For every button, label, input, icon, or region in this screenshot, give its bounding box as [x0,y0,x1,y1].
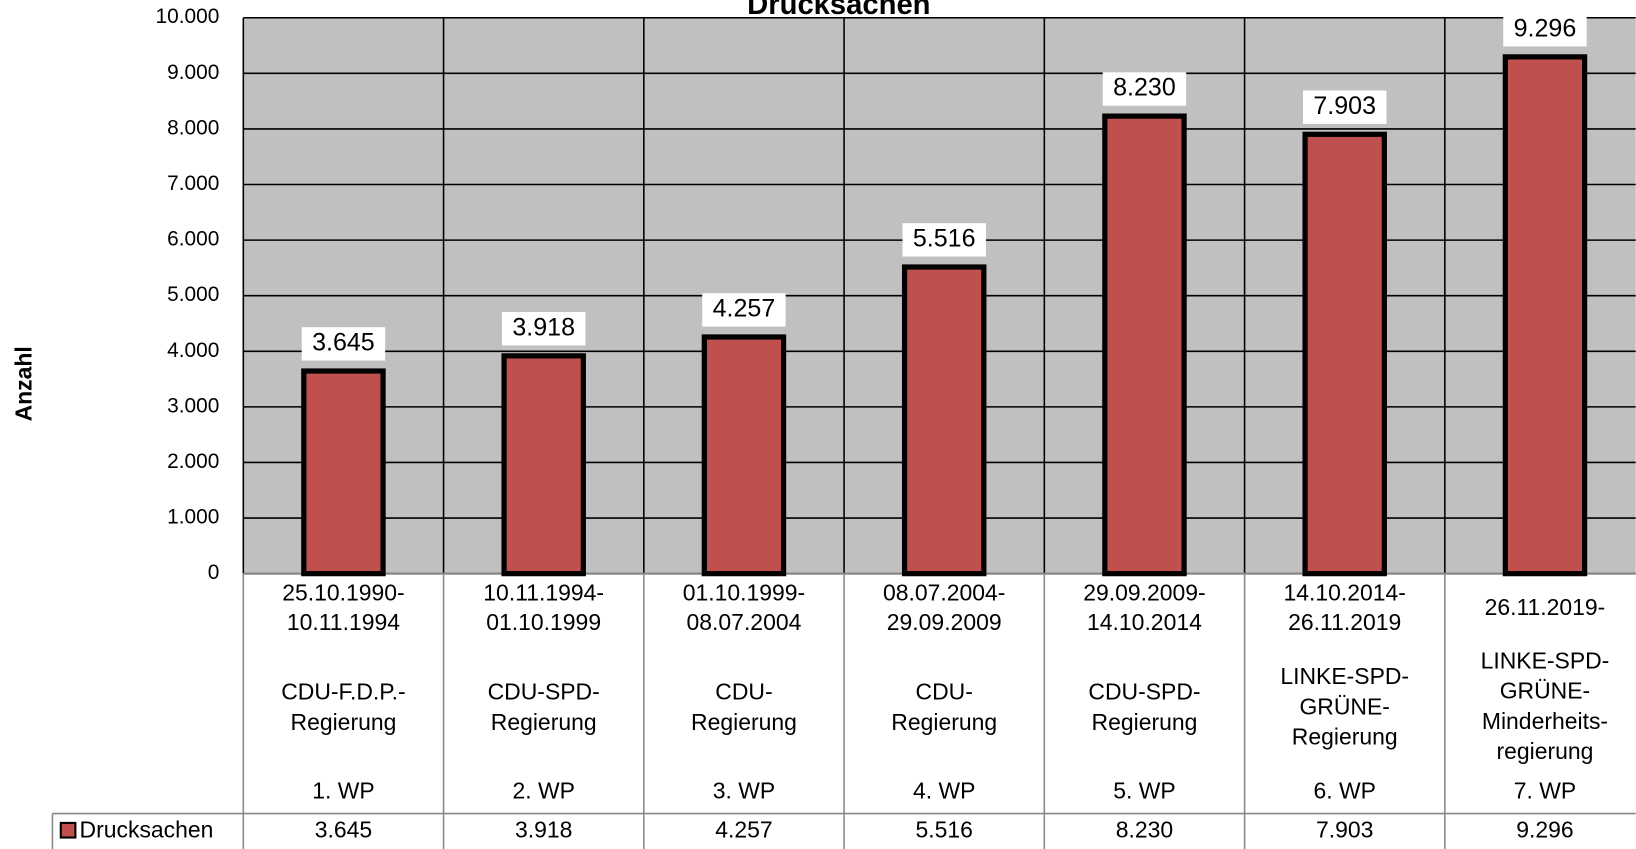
data-label: 3.918 [512,313,575,341]
y-tick-label: 10.000 [156,5,220,28]
chart-title: Drucksachen [747,0,930,21]
period-label: 25.10.1990- [282,580,404,606]
data-label-box [1102,72,1187,106]
y-tick-label: 8.000 [167,116,219,139]
y-axis-label: Anzahl [10,346,36,421]
x-tick-label: 6. WP [1313,778,1375,804]
bar [1302,131,1387,577]
period-label: 08.07.2004- [883,580,1005,606]
x-tick-label: 1. WP [312,778,374,804]
x-tick-label: 3. WP [713,778,775,804]
government-label: GRÜNE- [1500,678,1590,704]
table-value: 3.645 [315,816,372,842]
government-label: CDU-SPD- [488,679,600,705]
government-label: Regierung [1092,709,1198,735]
period-label: 01.10.1999- [683,580,805,606]
data-label: 9.296 [1514,14,1577,42]
x-tick-label: 4. WP [913,778,975,804]
data-label-box [301,327,386,361]
government-label: CDU-F.D.P.- [281,679,405,705]
bar [901,264,987,577]
period-label: 10.11.1994 [287,609,400,635]
government-label: Minderheits- [1482,708,1608,734]
y-tick-label: 1.000 [167,506,219,529]
government-label: regierung [1497,738,1594,764]
period-label: 26.11.2019- [1485,594,1606,620]
table-value: 4.257 [715,816,772,842]
y-tick-label: 9.000 [167,61,219,84]
bar [701,334,787,577]
period-label: 29.09.2009 [887,609,1002,635]
x-tick-label: 2. WP [512,778,574,804]
period-label: 01.10.1999 [486,609,601,635]
y-tick-label: 5.000 [167,283,219,306]
government-label: LINKE-SPD- [1481,647,1610,673]
data-label: 7.903 [1313,92,1376,120]
government-label: Regierung [291,709,397,735]
period-label: 08.07.2004 [687,609,802,635]
data-label: 5.516 [913,224,976,252]
government-label: Regierung [891,709,997,735]
data-label: 4.257 [713,294,776,322]
government-label: GRÜNE- [1299,693,1389,719]
bar [1102,113,1187,577]
y-tick-label: 2.000 [167,450,219,473]
bar [501,353,586,577]
data-label-box [902,223,986,257]
y-tick-label: 4.000 [167,339,219,362]
period-label: 29.09.2009- [1083,580,1205,606]
legend-label: Drucksachen [80,816,214,842]
period-label: 10.11.1994- [483,580,604,606]
y-tick-label: 7.000 [167,172,219,195]
data-label: 8.230 [1113,74,1176,102]
government-label: CDU- [715,679,772,705]
period-label: 14.10.2014 [1087,609,1202,635]
government-label: Regierung [491,709,597,735]
government-label: LINKE-SPD- [1280,663,1409,689]
x-tick-label: 5. WP [1113,778,1175,804]
period-label: 14.10.2014- [1283,580,1405,606]
data-label-box [501,312,586,346]
legend-swatch [59,821,77,839]
bar [301,368,386,577]
table-value: 3.918 [515,816,572,842]
bar [1502,54,1588,577]
government-label: CDU-SPD- [1088,679,1200,705]
y-tick-label: 0 [208,561,220,584]
table-value: 5.516 [915,816,972,842]
government-label: Regierung [691,709,797,735]
data-label-box [1302,90,1387,124]
y-tick-label: 6.000 [167,228,219,251]
y-tick-label: 3.000 [167,394,219,417]
x-tick-label: 7. WP [1514,778,1576,804]
data-label-box [702,293,786,327]
government-label: CDU- [916,679,973,705]
table-value: 8.230 [1116,816,1173,842]
table-value: 7.903 [1316,816,1373,842]
table-value: 9.296 [1516,816,1573,842]
data-label-box [1503,13,1587,47]
period-label: 26.11.2019 [1288,609,1401,635]
data-label: 3.645 [312,329,375,357]
government-label: Regierung [1292,724,1398,750]
